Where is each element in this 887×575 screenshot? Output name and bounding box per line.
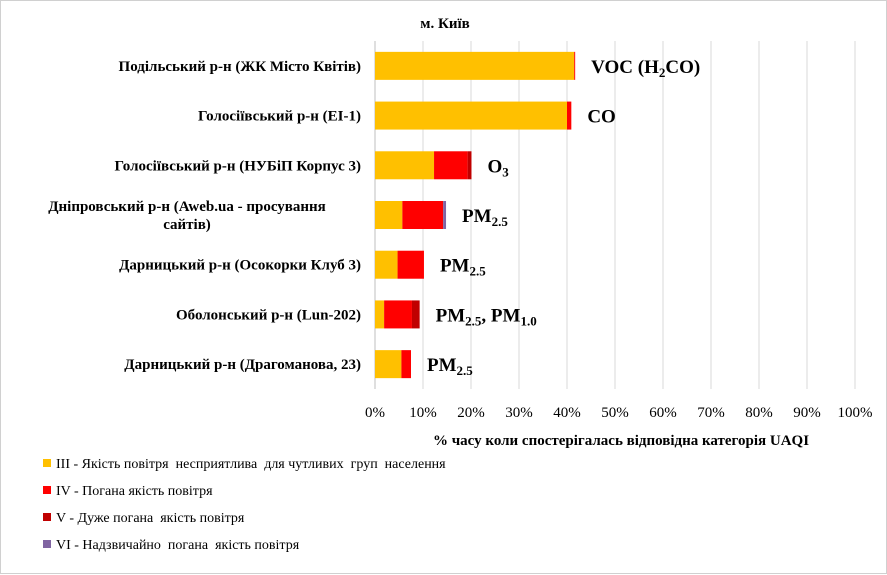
x-tick-label: 80% [745, 405, 773, 421]
bar-segment [567, 101, 572, 130]
category-label-line: Дарницький р-н (Драгоманова, 23) [124, 357, 361, 373]
annotation-text: PM [440, 256, 470, 277]
annotation-subscript: 2.5 [457, 363, 474, 378]
annotation-subscript: 2.5 [465, 313, 482, 328]
x-tick-label: 10% [409, 405, 437, 421]
x-tick-label: 100% [838, 405, 873, 421]
category-label: Голосіївський р-н (НУБіП Корпус 3) [115, 158, 361, 174]
bar-segment [467, 151, 472, 180]
bar-segment [402, 201, 444, 229]
category-label: Подільський р-н (ЖК Місто Квітів) [119, 59, 361, 75]
bar-segment [375, 101, 567, 130]
annotation-text: PM [436, 305, 466, 326]
legend-swatch [43, 513, 51, 521]
bar-segment [401, 350, 411, 379]
category-label-line: Голосіївський р-н (НУБіП Корпус 3) [115, 158, 361, 174]
category-label-line: Оболонський р-н (Lun-202) [176, 307, 361, 323]
annotation-text: , PM [481, 305, 520, 326]
annotation-text: PM [462, 206, 492, 227]
pollutant-annotation: VOC (H2CO) [591, 57, 700, 80]
category-label-line: сайтів) [163, 217, 211, 233]
annotation-subscript: 2.5 [470, 264, 487, 279]
category-label-line: Дарницький р-н (Осокорки Клуб 3) [119, 258, 361, 274]
bar-segment [375, 250, 398, 279]
legend-label: VI - Надзвичайно погана якість повітря [56, 538, 300, 553]
x-tick-label: 30% [505, 405, 533, 421]
bar-segment [443, 201, 447, 229]
x-tick-label: 70% [697, 405, 725, 421]
legend-swatch [43, 486, 51, 494]
x-tick-label: 0% [365, 405, 385, 421]
annotation-subscript: 3 [502, 164, 509, 179]
annotation-subscript: 2.5 [492, 214, 509, 229]
legend-swatch [43, 540, 51, 548]
legend-label: III - Якість повітря несприятлива для чу… [56, 457, 446, 472]
category-label: Оболонський р-н (Lun-202) [176, 307, 361, 323]
category-label-line: Дніпровський р-н (Aweb.ua - просування [48, 199, 326, 215]
legend: III - Якість повітря несприятлива для чу… [43, 457, 446, 553]
pollutant-annotation: PM2.5 [427, 355, 473, 378]
bar-segment [375, 201, 403, 229]
pollutant-annotation: O3 [487, 156, 509, 179]
annotation-subscript: 2 [659, 65, 666, 80]
bar-segment [574, 51, 576, 80]
category-label-line: Подільський р-н (ЖК Місто Квітів) [119, 59, 361, 75]
category-label: Дарницький р-н (Драгоманова, 23) [124, 357, 361, 373]
annotation-text: PM [427, 355, 457, 376]
x-tick-label: 60% [649, 405, 677, 421]
legend-swatch [43, 459, 51, 467]
pollutant-annotation: PM2.5, PM1.0 [436, 305, 537, 328]
x-tick-label: 90% [793, 405, 821, 421]
bar-segment [411, 300, 420, 329]
category-label: Голосіївський р-н (ЕІ-1) [198, 109, 361, 125]
bar-segment [434, 151, 468, 180]
bar-segment [375, 300, 385, 329]
category-label: Дніпровський р-н (Aweb.ua - просування са… [48, 199, 326, 233]
pollutant-annotation: PM2.5 [440, 256, 486, 279]
annotation-text: CO) [665, 57, 700, 78]
annotation-text: CO [587, 107, 616, 128]
bar-segment [375, 350, 402, 379]
x-tick-label: 50% [601, 405, 629, 421]
bar-segment [375, 151, 435, 180]
x-tick-label: 20% [457, 405, 485, 421]
bar-segment [397, 250, 424, 279]
bar-segment [384, 300, 412, 329]
bar-segment [375, 51, 575, 80]
legend-label: V - Дуже погана якість повітря [56, 511, 245, 526]
legend-label: IV - Погана якість повітря [56, 484, 213, 499]
gridlines [374, 41, 856, 389]
annotation-subscript: 1.0 [520, 313, 536, 328]
pollutant-annotation: CO [587, 107, 616, 128]
x-tick-label: 40% [553, 405, 581, 421]
category-label: Дарницький р-н (Осокорки Клуб 3) [119, 258, 361, 274]
annotation-text: O [487, 156, 502, 177]
pollutant-annotation: PM2.5 [462, 206, 508, 229]
x-axis-label: % часу коли спостерігалась відповідна ка… [433, 433, 809, 449]
x-tick-labels: 0% 10% 20% 30% 40% 50% 60% 70% 80% 90% 100% [365, 405, 873, 421]
chart-title: м. Київ [420, 16, 470, 32]
category-label-line: Голосіївський р-н (ЕІ-1) [198, 109, 361, 125]
annotation-text: VOC (H [591, 57, 659, 78]
category-labels: Подільський р-н (ЖК Місто Квітів) Голосії… [48, 59, 361, 373]
bars [375, 51, 576, 379]
